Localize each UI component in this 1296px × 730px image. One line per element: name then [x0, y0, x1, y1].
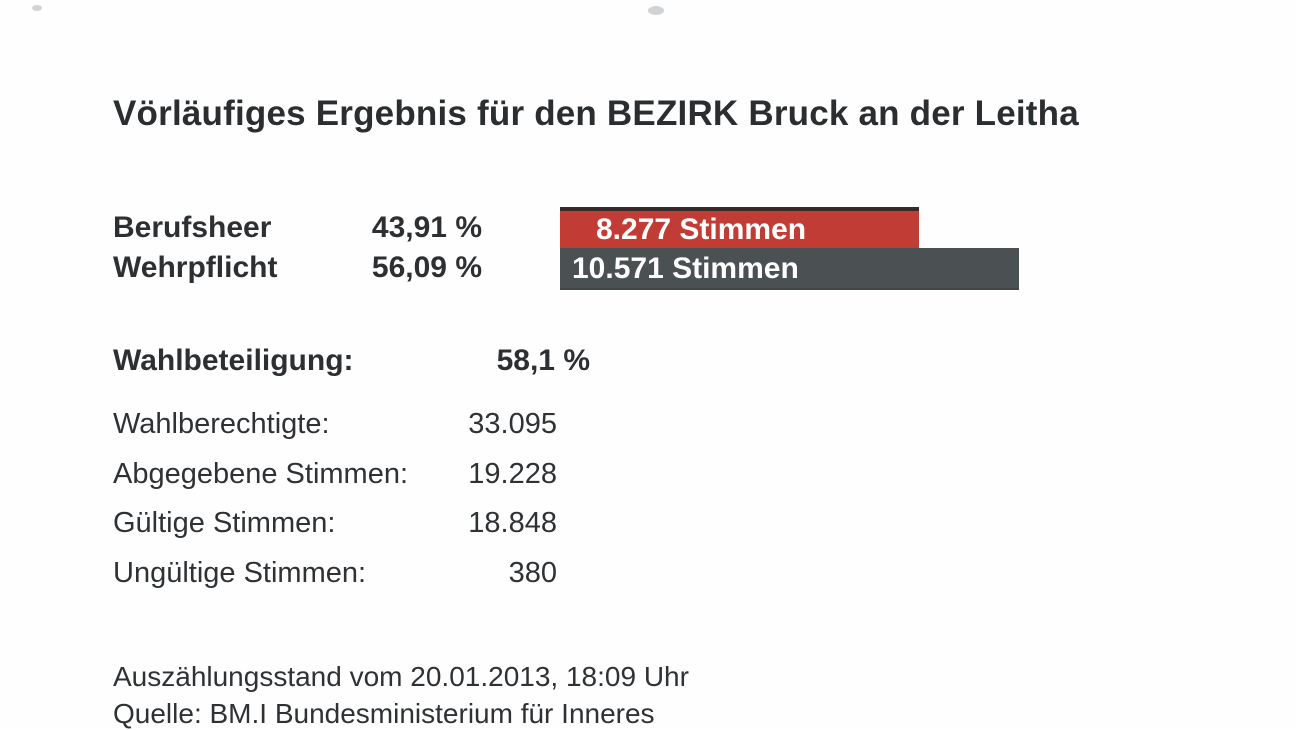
bar-wehrpflicht: 10.571 Stimmen	[560, 248, 1019, 290]
bar-berufsheer: 8.277 Stimmen	[560, 207, 919, 248]
result-label-berufsheer: Berufsheer	[113, 211, 272, 244]
page-title: Vörläufiges Ergebnis für den BEZIRK Bruc…	[113, 94, 1079, 133]
stat-value-votes-cast: 19.228	[468, 458, 557, 490]
scan-artifact	[32, 5, 42, 11]
stat-label-valid-votes: Gültige Stimmen:	[113, 507, 336, 539]
result-percent-wehrpflicht: 56,09 %	[371, 251, 482, 284]
stat-label-votes-cast: Abgegebene Stimmen:	[113, 458, 409, 490]
stat-label-eligible-voters: Wahlberechtigte:	[113, 408, 330, 440]
result-percent-berufsheer: 43,91 %	[371, 211, 482, 244]
result-label-wehrpflicht: Wehrpflicht	[113, 251, 278, 284]
turnout-label: Wahlbeteiligung:	[113, 344, 354, 377]
source-text: Quelle: BM.I Bundesministerium für Inner…	[113, 698, 655, 729]
stat-value-valid-votes: 18.848	[468, 507, 557, 539]
stat-value-invalid-votes: 380	[508, 557, 557, 589]
turnout-value: 58,1 %	[496, 344, 590, 377]
stat-value-eligible-voters: 33.095	[468, 408, 557, 440]
count-status-text: Auszählungsstand vom 20.01.2013, 18:09 U…	[113, 661, 689, 692]
stat-label-invalid-votes: Ungültige Stimmen:	[113, 557, 367, 589]
scan-artifact	[648, 6, 664, 15]
